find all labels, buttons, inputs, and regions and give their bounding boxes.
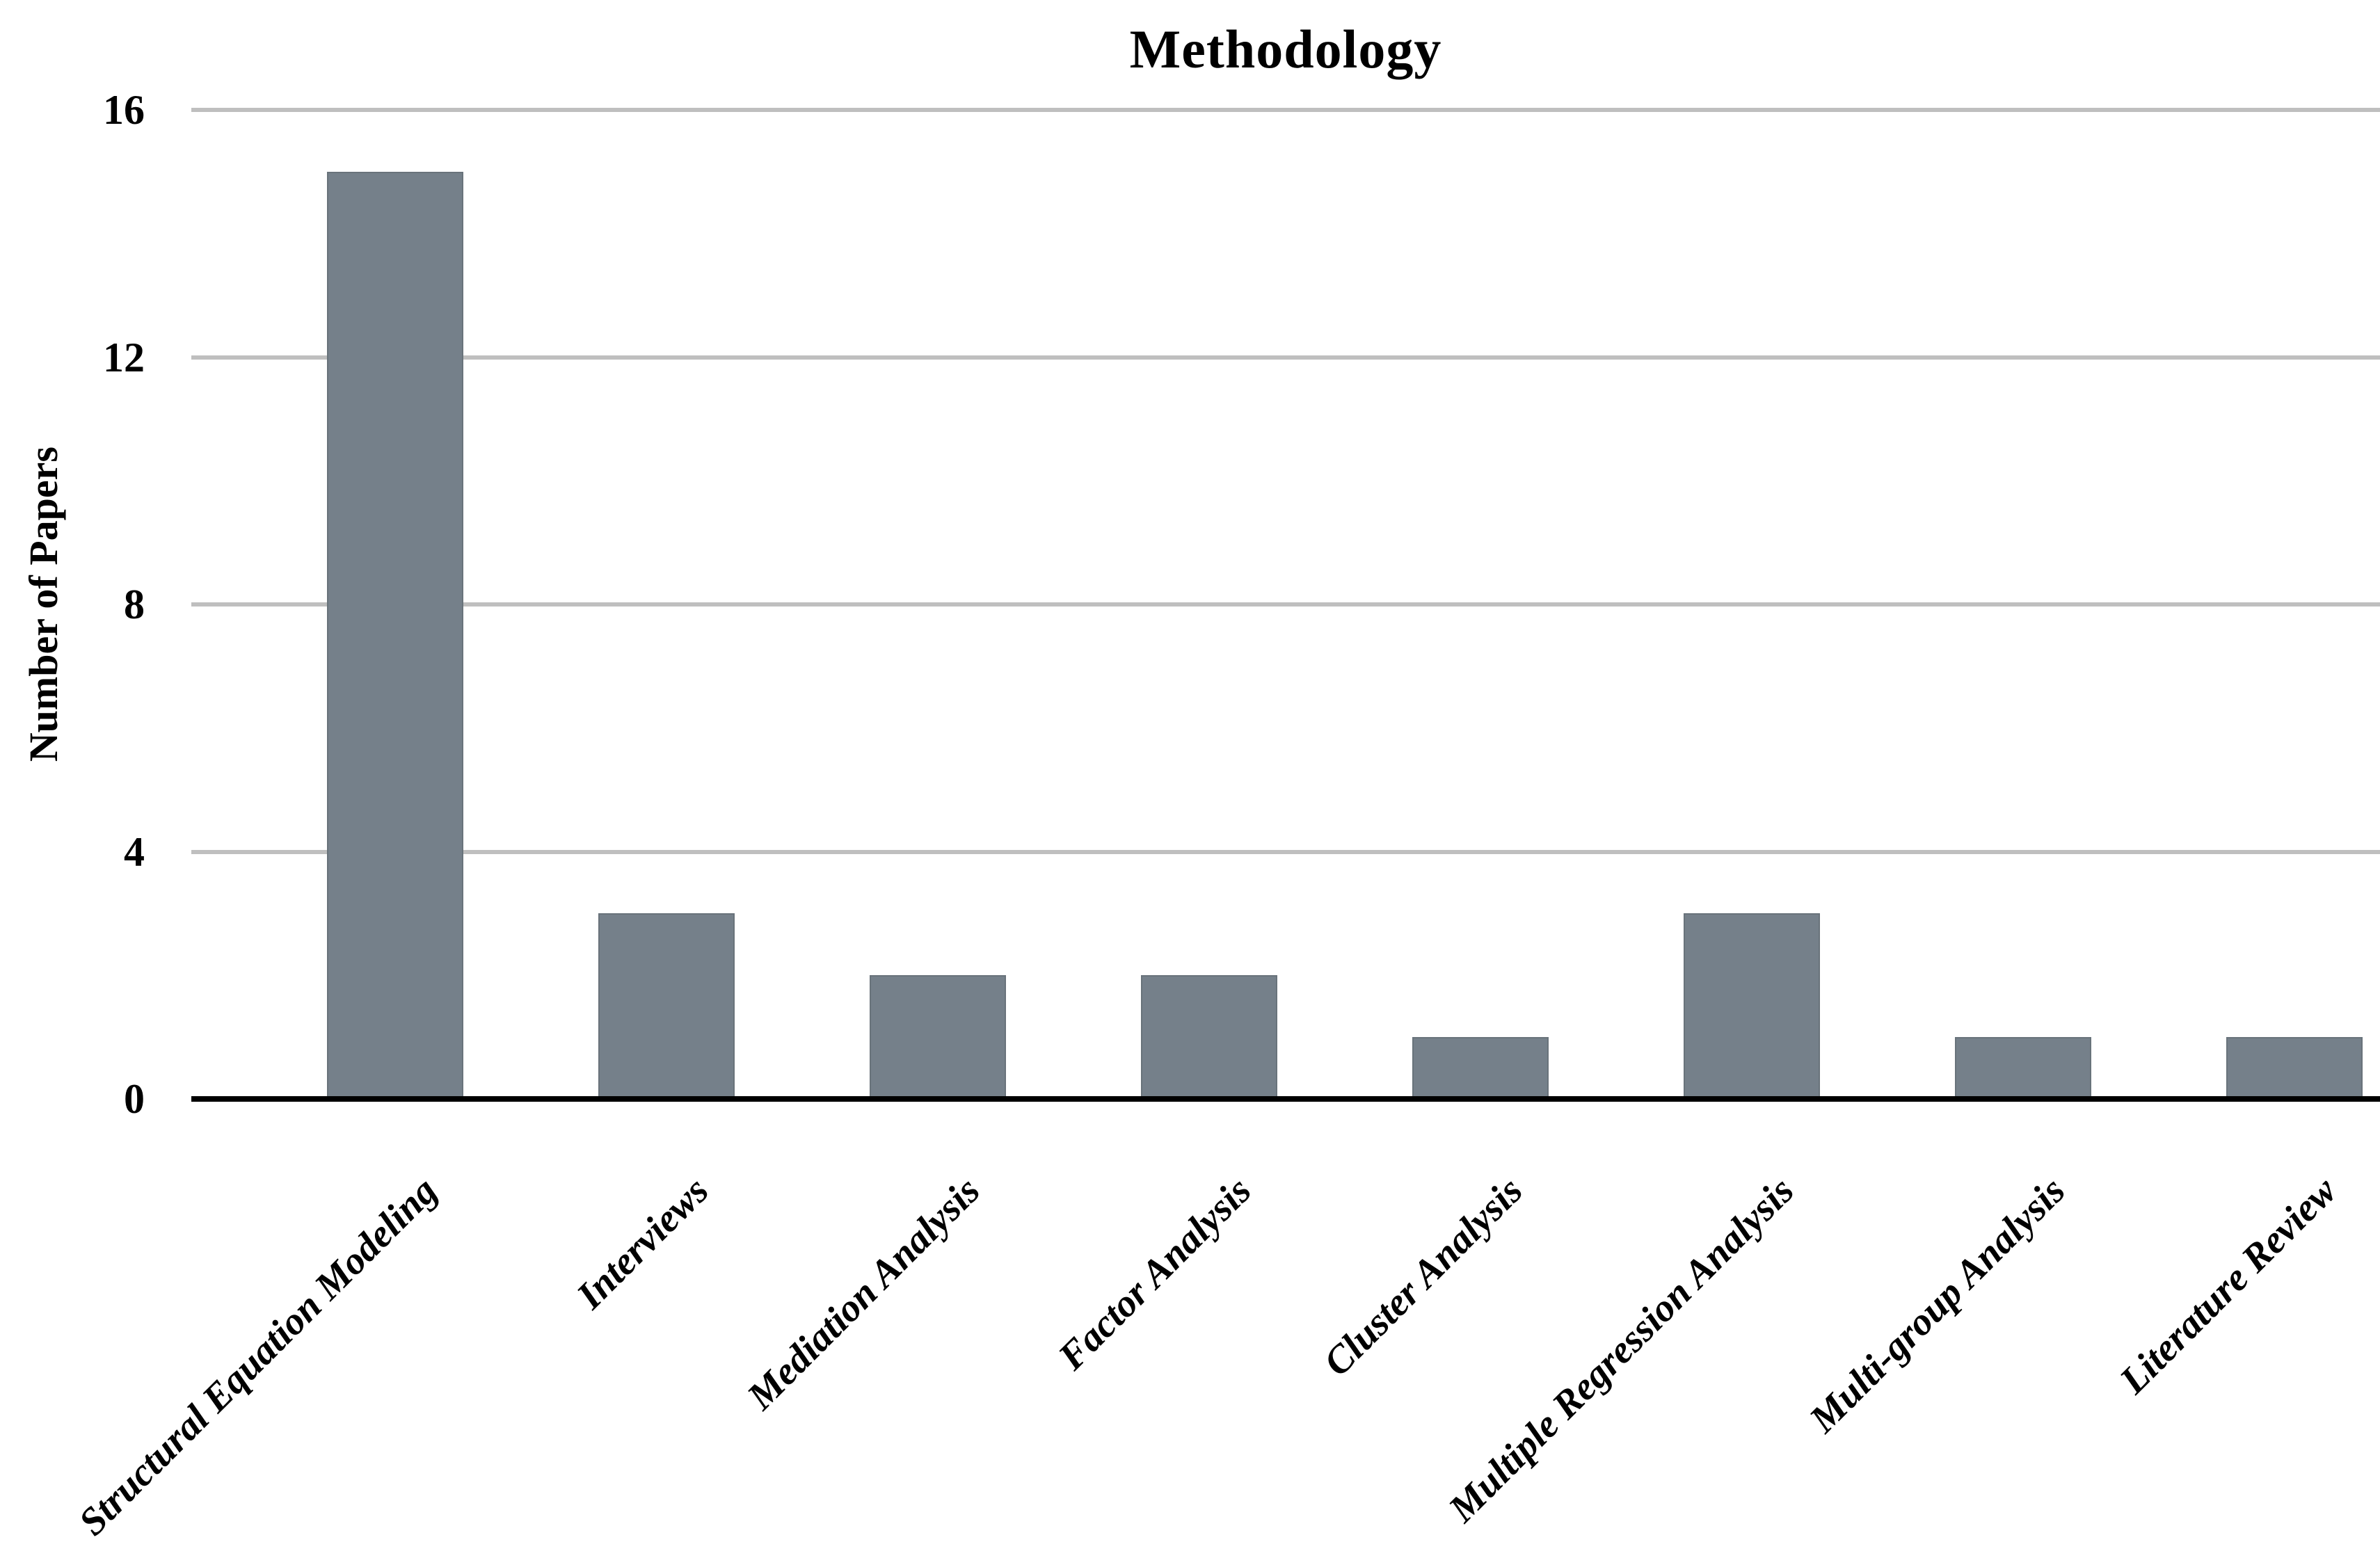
gridline-y-8 xyxy=(191,602,2380,607)
plot-area xyxy=(191,108,2380,1102)
bar-4 xyxy=(1141,975,1277,1099)
gridline-y-12 xyxy=(191,355,2380,360)
gridline-y-4 xyxy=(191,849,2380,854)
y-tick-label-4: 4 xyxy=(124,828,145,875)
bar-1 xyxy=(327,171,463,1099)
y-tick-label-8: 8 xyxy=(124,581,145,627)
y-tick-label-0: 0 xyxy=(124,1076,145,1122)
bar-6 xyxy=(1684,913,1820,1099)
chart-title: Methodology xyxy=(1129,19,1442,79)
bar-3 xyxy=(870,975,1006,1099)
gridline-y-16 xyxy=(191,108,2380,112)
bar-8 xyxy=(2226,1037,2363,1099)
bar-5 xyxy=(1412,1037,1549,1099)
bar-2 xyxy=(598,913,735,1099)
bar-7 xyxy=(1955,1037,2091,1099)
y-tick-label-16: 16 xyxy=(103,87,145,133)
x-axis-line xyxy=(191,1096,2380,1102)
y-tick-label-12: 12 xyxy=(103,334,145,380)
